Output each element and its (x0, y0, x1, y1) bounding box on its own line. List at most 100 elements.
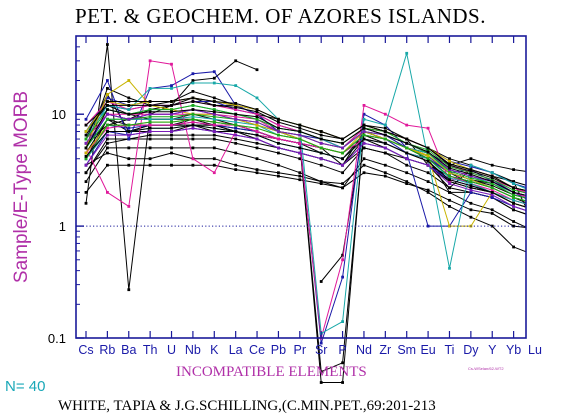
data-point (170, 84, 173, 87)
data-point (170, 108, 173, 111)
data-point (212, 123, 216, 127)
series-line (85, 118, 526, 204)
data-point (212, 117, 216, 121)
data-point (148, 120, 152, 124)
data-point (277, 123, 280, 127)
data-point (362, 171, 366, 175)
data-point (405, 157, 409, 161)
data-point (534, 199, 537, 202)
series-7 (84, 104, 526, 215)
data-point (469, 191, 473, 194)
data-point (490, 208, 494, 212)
data-point (448, 182, 451, 185)
data-point (405, 51, 409, 55)
data-point (84, 171, 88, 175)
data-point (234, 163, 238, 167)
data-point (534, 208, 537, 211)
data-point (170, 104, 173, 107)
data-point (106, 112, 109, 116)
data-point (362, 141, 366, 145)
series-17 (84, 108, 526, 202)
data-point (212, 120, 216, 124)
data-point (362, 117, 366, 121)
data-point (534, 227, 537, 230)
data-point (212, 81, 216, 85)
data-point (469, 168, 473, 171)
data-point (106, 93, 109, 96)
series-line (85, 60, 526, 339)
data-point (234, 84, 238, 87)
data-point (212, 96, 216, 100)
data-point (534, 208, 537, 211)
data-point (170, 146, 173, 150)
data-point (191, 133, 195, 137)
data-point (84, 141, 88, 145)
data-point (383, 141, 387, 145)
data-point (534, 205, 537, 208)
series-line (85, 124, 526, 208)
data-point (127, 126, 131, 130)
data-point (362, 157, 366, 161)
data-point (298, 146, 302, 150)
data-point (319, 280, 323, 283)
data-point (298, 151, 302, 155)
data-point (84, 117, 88, 121)
data-point (534, 202, 537, 205)
data-point (448, 186, 451, 190)
data-point (383, 146, 387, 150)
data-point (170, 115, 173, 119)
data-point (106, 163, 109, 167)
data-point (84, 123, 88, 127)
data-point (148, 59, 152, 63)
data-point (426, 153, 430, 157)
data-point (234, 120, 238, 124)
data-point (298, 130, 302, 133)
data-point (127, 130, 131, 133)
data-point (127, 288, 131, 292)
data-point (234, 108, 238, 111)
data-point (490, 171, 494, 175)
y-axis-ticks: 0.1 1 10 (48, 35, 84, 346)
data-point (534, 196, 537, 199)
data-point (148, 110, 152, 114)
data-point (127, 133, 131, 137)
data-point (212, 163, 216, 167)
data-point (534, 191, 537, 194)
data-point (362, 112, 366, 116)
data-point (148, 117, 152, 121)
data-point (383, 112, 387, 116)
data-point (234, 59, 238, 63)
data-point (148, 146, 152, 150)
data-point (512, 186, 515, 190)
data-point (191, 90, 195, 93)
data-point (362, 126, 366, 130)
data-point (319, 341, 323, 345)
data-point (106, 43, 109, 46)
data-point (106, 130, 109, 133)
data-point (426, 150, 430, 154)
data-point (106, 117, 109, 121)
data-point (534, 208, 537, 211)
data-point (255, 110, 259, 114)
data-point (148, 104, 152, 107)
series-line (85, 100, 526, 191)
data-point (148, 100, 152, 103)
x-axis-ticks: Cs Rb Ba Th U Nb K La Ce Pb Pr Sr P Nd Zr Sm Eu Ti Dy Y Yb Lu (78, 36, 542, 357)
chart-series-group (84, 43, 537, 384)
chart-title: PET. & GEOCHEM. OF AZORES ISLANDS. (75, 4, 486, 28)
data-point (255, 126, 259, 130)
series-line (85, 44, 258, 290)
data-point (191, 137, 195, 141)
data-point (534, 194, 537, 197)
data-point (426, 180, 430, 183)
data-point (341, 258, 344, 262)
data-point (490, 176, 494, 180)
data-point (255, 96, 259, 100)
data-point (255, 123, 259, 127)
data-point (512, 188, 515, 192)
plot-frame (75, 35, 527, 339)
data-point (106, 133, 109, 137)
data-point (84, 151, 88, 155)
data-point (298, 137, 302, 141)
